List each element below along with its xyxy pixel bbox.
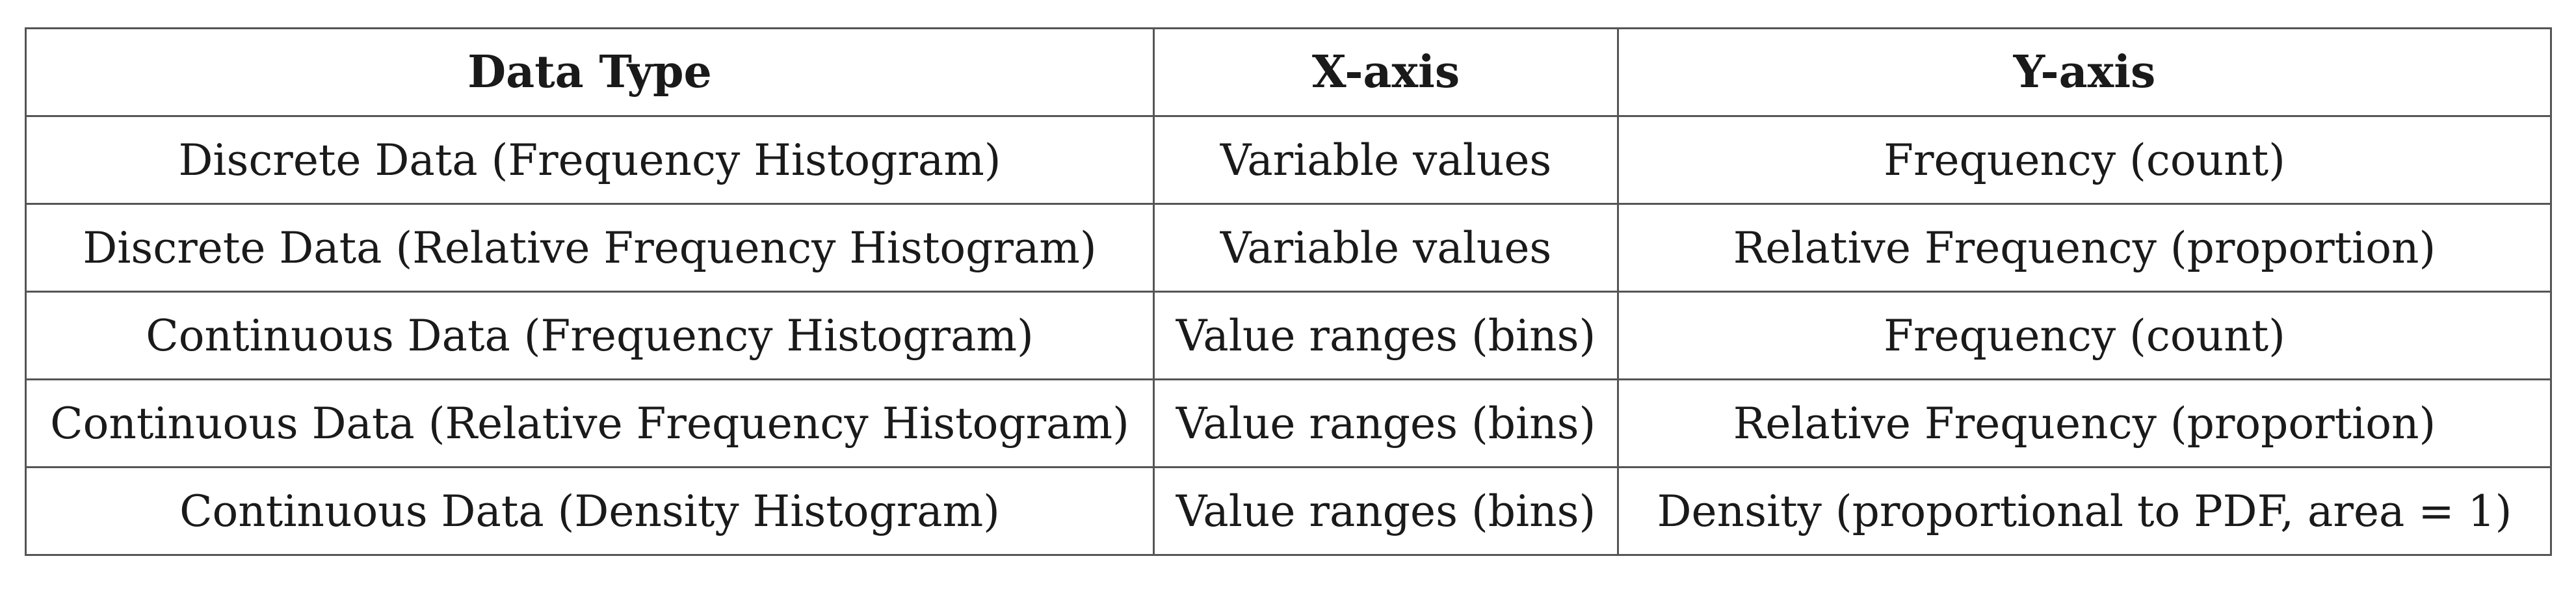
cell-data-type: Continuous Data (Relative Frequency Hist… [25,378,1155,468]
table-row: Continuous Data (Relative Frequency Hist… [25,378,2552,468]
table-row: Discrete Data (Frequency Histogram) Vari… [25,115,2552,205]
cell-x-axis: Variable values [1153,203,1619,293]
header-data-type: Data Type [25,27,1155,117]
cell-data-type: Discrete Data (Frequency Histogram) [25,115,1155,205]
cell-data-type: Discrete Data (Relative Frequency Histog… [25,203,1155,293]
cell-data-type: Continuous Data (Frequency Histogram) [25,291,1155,380]
table-row: Discrete Data (Relative Frequency Histog… [25,203,2552,293]
cell-x-axis: Value ranges (bins) [1153,466,1619,556]
cell-x-axis: Value ranges (bins) [1153,291,1619,380]
cell-y-axis: Relative Frequency (proportion) [1617,203,2552,293]
cell-y-axis: Relative Frequency (proportion) [1617,378,2552,468]
cell-y-axis: Frequency (count) [1617,115,2552,205]
cell-x-axis: Value ranges (bins) [1153,378,1619,468]
header-x-axis: X-axis [1153,27,1619,117]
cell-y-axis: Frequency (count) [1617,291,2552,380]
table-row: Continuous Data (Frequency Histogram) Va… [25,291,2552,380]
histogram-axes-table-container: Data Type X-axis Y-axis Discrete Data (F… [25,27,2552,556]
table-row: Continuous Data (Density Histogram) Valu… [25,466,2552,556]
cell-data-type: Continuous Data (Density Histogram) [25,466,1155,556]
histogram-axes-table: Data Type X-axis Y-axis Discrete Data (F… [25,27,2552,556]
table-header-row: Data Type X-axis Y-axis [25,27,2552,117]
header-y-axis: Y-axis [1617,27,2552,117]
cell-x-axis: Variable values [1153,115,1619,205]
cell-y-axis: Density (proportional to PDF, area = 1) [1617,466,2552,556]
